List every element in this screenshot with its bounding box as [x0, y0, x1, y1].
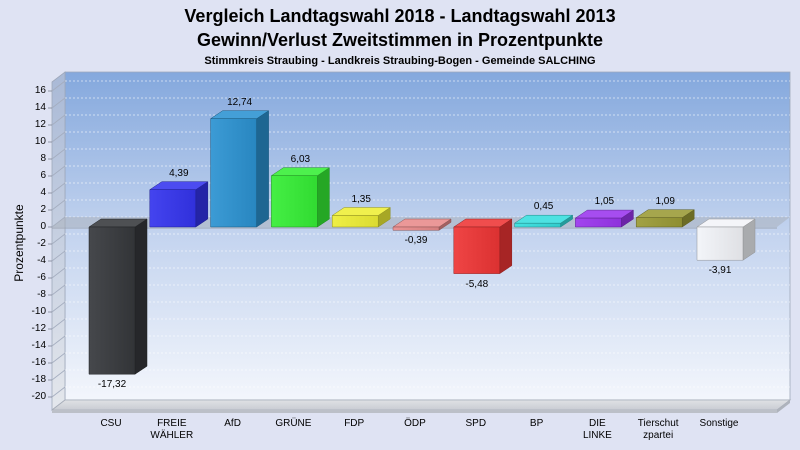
x-tick-label: CSU	[100, 418, 122, 429]
data-label: -3,91	[708, 265, 732, 277]
left-wall-gridline	[51, 114, 66, 126]
y-tick-label: -2	[37, 238, 46, 249]
bar-csu	[88, 218, 148, 375]
bar-bp	[513, 214, 574, 228]
y-tick-label: 8	[40, 153, 46, 164]
data-label: 6,03	[290, 153, 311, 165]
left-wall-gridline	[51, 148, 66, 160]
left-wall-gridline	[51, 165, 66, 177]
x-tick-label: ÖDP	[404, 418, 426, 429]
x-tick-label: FREIE WÄHLER	[150, 418, 194, 441]
x-tick-label: BP	[529, 418, 544, 429]
y-tick-label: 14	[34, 102, 46, 113]
y-tick-label: 6	[40, 170, 46, 181]
bar-front-face	[271, 175, 318, 228]
y-tick-label: -6	[37, 272, 46, 283]
data-label: -0,39	[404, 235, 428, 247]
x-tick-label: Sonstige	[699, 418, 739, 429]
y-tick-label: 0	[40, 221, 46, 232]
bar-front-face	[210, 118, 257, 228]
data-label: 1,09	[655, 195, 675, 207]
bar-sonstige	[696, 218, 756, 261]
data-label: 1,05	[594, 196, 615, 208]
data-label: 4,39	[169, 167, 189, 179]
y-tick-label: -18	[31, 374, 46, 385]
bar-spd	[452, 218, 513, 275]
bar-front-face	[635, 217, 683, 228]
bar-freie-wahler	[148, 181, 209, 228]
left-wall-gridline	[51, 131, 66, 143]
left-wall-gridline	[51, 301, 66, 313]
floor-front-edge	[52, 410, 777, 413]
data-label: 12,74	[227, 96, 253, 108]
bar-front-face	[88, 226, 136, 375]
x-tick-label: DIE LINKE	[582, 418, 612, 441]
y-tick-label: 16	[34, 85, 46, 96]
left-wall-gridline	[51, 369, 66, 381]
left-wall-gridline	[51, 335, 66, 347]
y-tick-label: -16	[31, 357, 46, 368]
left-wall-gridline	[51, 267, 66, 279]
y-tick-label: -14	[31, 340, 46, 351]
left-wall-gridline	[51, 80, 66, 92]
y-tick-label: -20	[31, 391, 46, 402]
left-wall-gridline	[51, 352, 66, 364]
bar-front-face	[453, 226, 501, 274]
bar-odp	[392, 218, 452, 231]
bar-afd	[209, 110, 270, 228]
x-tick-label: FDP	[344, 418, 365, 429]
left-wall-gridline	[51, 250, 66, 262]
data-label: -17,32	[97, 379, 127, 391]
data-label: 0,45	[533, 201, 554, 213]
bar-front-face	[696, 226, 744, 261]
left-wall-gridline	[51, 386, 66, 398]
data-label: -5,48	[465, 278, 489, 290]
y-tick-label: 4	[40, 187, 46, 198]
chart-subtitle: Stimmkreis Straubing - Landkreis Straubi…	[204, 55, 596, 67]
bar-tierschut-zpartei	[635, 209, 696, 228]
floor-side-edge	[777, 400, 790, 413]
bar-front-face	[392, 226, 440, 231]
bar-grune	[270, 167, 331, 228]
bar-front-face	[514, 222, 561, 228]
chart-title-line-2: Gewinn/Verlust Zweitstimmen in Prozentpu…	[196, 30, 604, 50]
bar-die-linke	[574, 209, 635, 228]
y-tick-label: -8	[37, 289, 46, 300]
x-tick-label: GRÜNE	[275, 418, 312, 429]
left-wall-gridline	[51, 97, 66, 109]
y-tick-label: 12	[34, 119, 46, 130]
left-wall-gridline	[51, 182, 66, 194]
x-tick-label: SPD	[465, 418, 487, 429]
bar-front-face	[575, 217, 622, 228]
left-wall-gridline	[51, 199, 66, 211]
y-tick-label: -12	[31, 323, 46, 334]
left-wall-gridline	[51, 284, 66, 296]
x-tick-label: Tierschut zpartei	[637, 418, 679, 441]
y-tick-label: 10	[34, 136, 46, 147]
bar-front-face	[331, 215, 379, 228]
bar-front-face	[149, 189, 197, 228]
chart-title: Vergleich Landtagswahl 2018 - Landtagswa…	[184, 6, 616, 26]
data-label: 1,35	[351, 193, 371, 205]
left-wall-gridline	[51, 318, 66, 330]
y-tick-label: 2	[40, 204, 46, 215]
y-tick-label: -4	[37, 255, 46, 266]
x-tick-label: AfD	[224, 418, 241, 429]
left-wall-gridline	[51, 233, 66, 245]
bar-fdp	[331, 207, 392, 228]
y-tick-label: -10	[31, 306, 46, 317]
